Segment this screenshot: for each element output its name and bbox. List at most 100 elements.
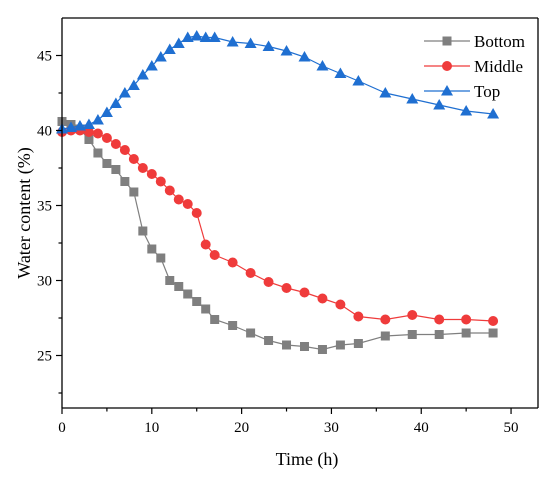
data-point-middle: [200, 239, 211, 250]
data-point-top: [109, 97, 122, 108]
x-tick-label: 30: [324, 420, 339, 436]
data-point-bottom: [407, 330, 417, 339]
y-tick-label: 30: [37, 274, 52, 290]
data-point-middle: [245, 268, 256, 278]
data-point-top: [433, 99, 446, 110]
data-point-middle: [173, 194, 184, 205]
data-point-top: [316, 60, 329, 71]
legend-marker-top: [441, 85, 453, 96]
legend-entry-bottom: Bottom: [424, 32, 525, 51]
legend-marker-middle: [442, 61, 452, 71]
data-point-middle: [263, 277, 274, 287]
data-point-bottom: [299, 342, 309, 351]
data-point-top: [64, 121, 77, 132]
data-point-bottom: [138, 226, 148, 236]
data-point-middle: [92, 128, 103, 139]
data-point-top: [73, 120, 86, 131]
data-point-bottom: [488, 328, 498, 338]
series-line-middle: [61, 129, 494, 322]
data-point-top: [406, 93, 419, 104]
data-point-bottom: [174, 282, 184, 291]
series-top: [56, 30, 500, 134]
data-point-middle: [110, 139, 121, 149]
data-point-middle: [380, 314, 391, 325]
data-point-top: [460, 105, 473, 116]
series-bottom: [57, 117, 498, 354]
data-point-middle: [335, 299, 346, 310]
data-point-top: [127, 79, 140, 90]
data-point-top: [379, 87, 392, 98]
data-point-top: [154, 51, 167, 62]
y-tick-label: 40: [37, 124, 52, 140]
x-tick-label: 40: [414, 420, 429, 436]
data-point-top: [208, 31, 221, 42]
data-point-bottom: [434, 330, 444, 339]
data-point-middle: [353, 311, 364, 322]
data-point-bottom: [461, 328, 471, 338]
data-point-middle: [83, 127, 94, 137]
axes-layer: Time (h) Water content (%) 0 10 20 30 40 50 25…: [14, 17, 539, 470]
data-point-bottom: [335, 340, 345, 350]
data-point-top: [280, 45, 293, 56]
y-tick-label: 35: [37, 199, 52, 215]
x-tick-label: 10: [144, 420, 159, 436]
data-point-bottom: [228, 321, 238, 330]
data-point-middle: [317, 293, 328, 304]
x-axis-title: Time (h): [276, 449, 339, 470]
data-point-top: [118, 87, 131, 98]
x-tick-label: 0: [58, 420, 66, 436]
data-point-bottom: [183, 289, 193, 299]
legend-entry-middle: Middle: [424, 57, 523, 76]
legend-label-top: Top: [474, 82, 500, 101]
data-point-bottom: [102, 159, 112, 168]
data-point-top: [82, 118, 95, 129]
data-point-top: [145, 60, 158, 71]
series-middle: [57, 125, 499, 326]
data-point-middle: [434, 314, 445, 325]
data-point-bottom: [156, 253, 166, 263]
data-point-top: [100, 106, 113, 117]
data-point-bottom: [129, 187, 139, 197]
plot-layer: [56, 30, 500, 354]
data-point-bottom: [282, 340, 292, 350]
data-point-top: [91, 114, 104, 125]
data-point-bottom: [353, 339, 363, 348]
data-point-middle: [488, 316, 499, 326]
data-point-top: [172, 37, 185, 48]
data-point-middle: [137, 163, 148, 173]
legend-label-bottom: Bottom: [474, 32, 525, 51]
legend-label-middle: Middle: [474, 57, 523, 76]
data-point-middle: [281, 283, 292, 293]
data-point-middle: [182, 199, 193, 209]
data-point-top: [334, 67, 347, 78]
data-point-top: [226, 36, 239, 47]
data-point-middle: [128, 154, 139, 164]
data-point-top: [244, 37, 257, 48]
data-point-middle: [119, 145, 130, 155]
data-point-middle: [227, 257, 238, 268]
data-point-middle: [155, 176, 166, 187]
data-point-bottom: [201, 304, 211, 314]
data-point-top: [190, 30, 203, 41]
x-tick-label: 50: [504, 420, 519, 436]
data-point-middle: [209, 250, 220, 260]
data-point-top: [163, 43, 176, 54]
data-point-middle: [461, 314, 472, 325]
data-point-bottom: [165, 276, 175, 285]
data-point-middle: [146, 169, 157, 179]
series-line-bottom: [61, 120, 494, 351]
data-point-bottom: [120, 177, 130, 186]
data-point-bottom: [93, 148, 103, 158]
data-point-top: [262, 40, 275, 51]
y-tick-label: 45: [37, 49, 52, 65]
legend-marker-bottom: [442, 36, 452, 46]
x-tick-label: 20: [234, 420, 249, 436]
data-point-top: [487, 108, 500, 119]
data-point-bottom: [264, 336, 274, 345]
data-point-top: [136, 69, 149, 80]
data-point-middle: [164, 185, 175, 196]
data-point-middle: [191, 208, 202, 218]
data-point-bottom: [210, 315, 220, 324]
